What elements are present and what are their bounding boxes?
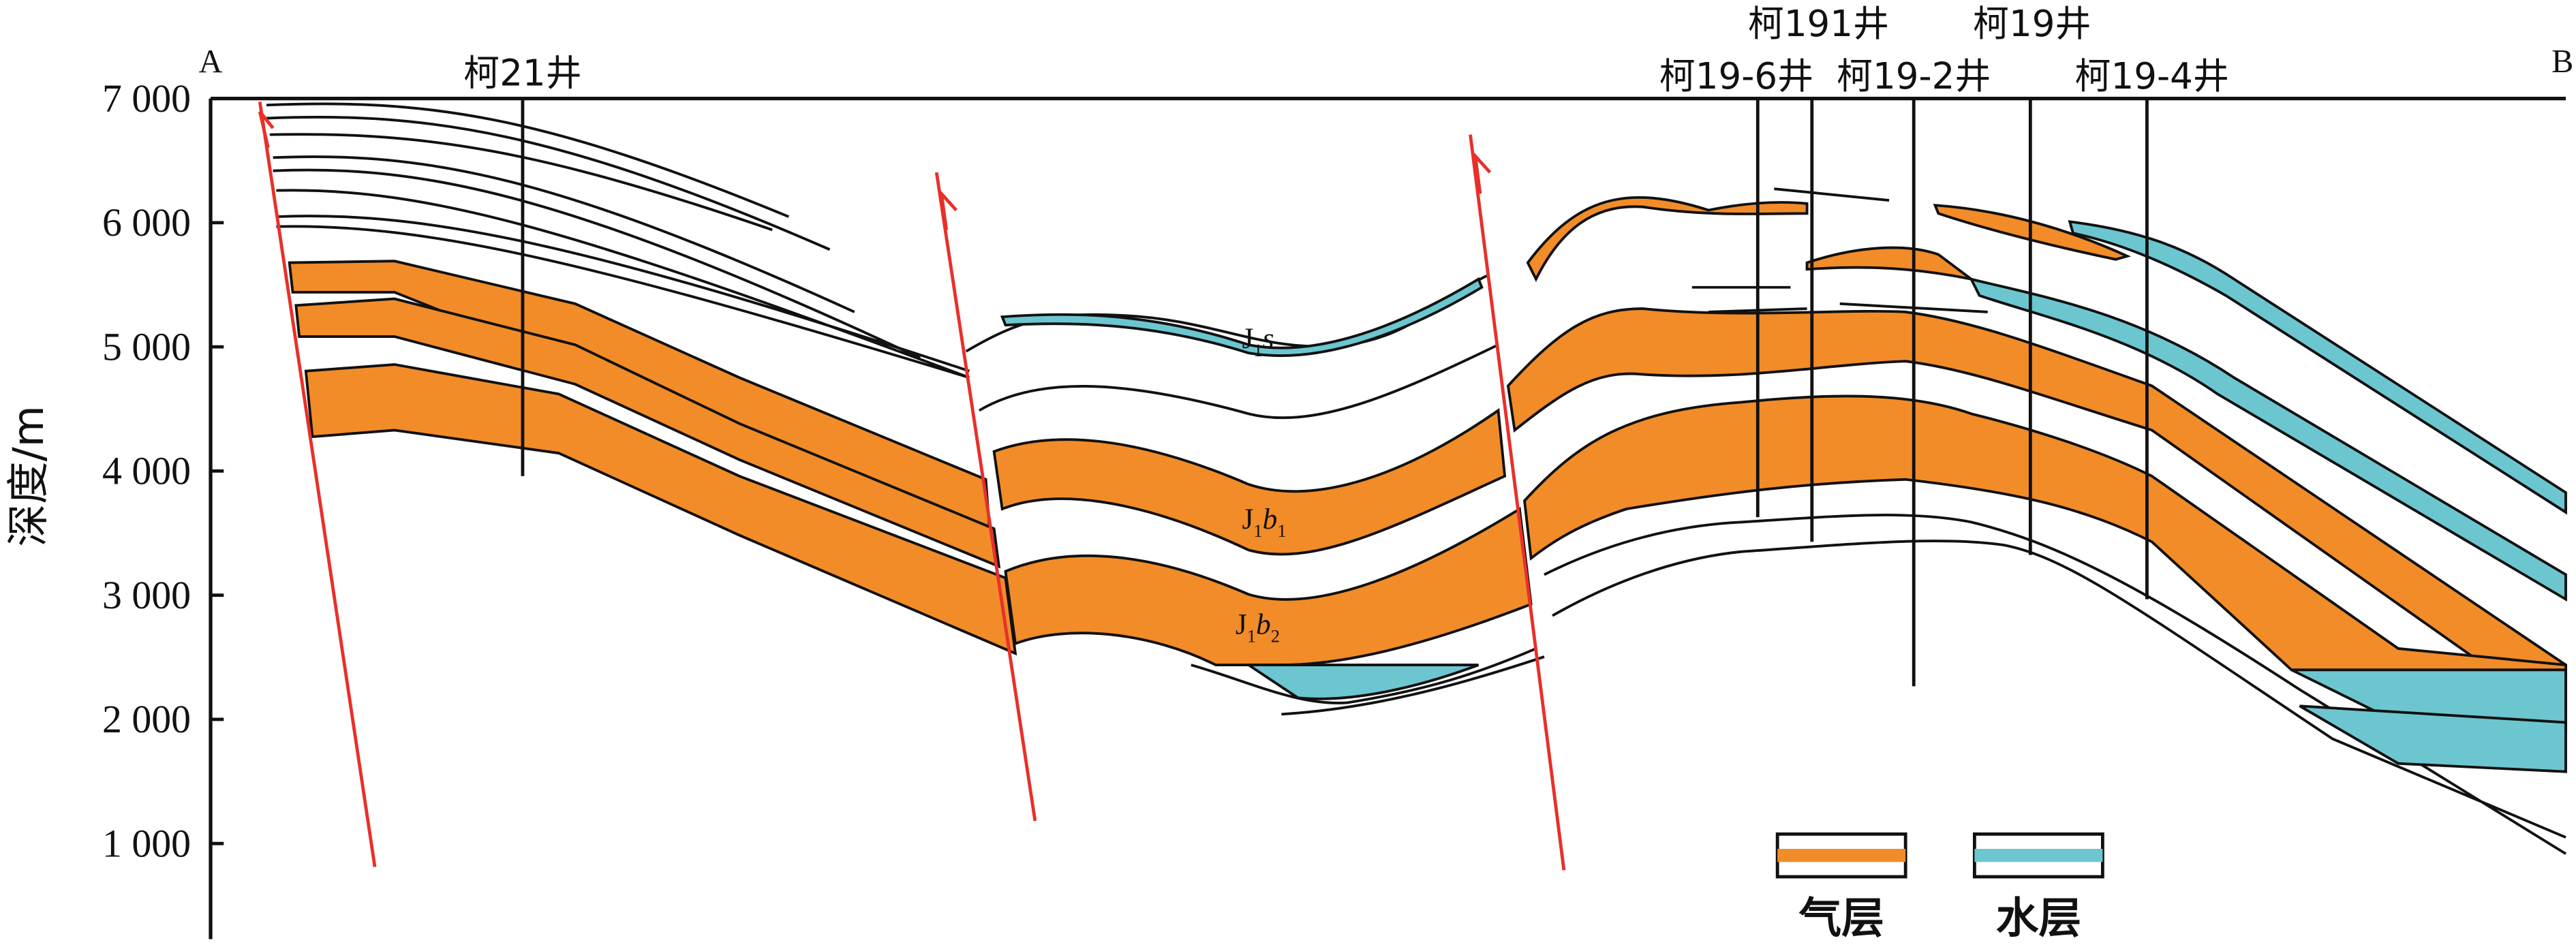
well-label: 柯19-2井 xyxy=(1837,55,1991,97)
strata xyxy=(266,102,2567,855)
y-tick-label: 6 000 xyxy=(102,200,191,245)
gas-layer xyxy=(992,408,1507,556)
fault-arrow xyxy=(939,188,957,230)
stratum-line xyxy=(1691,187,1988,313)
y-tick-label: 2 000 xyxy=(102,697,191,741)
gas-layer xyxy=(1805,246,1972,281)
stratum-line xyxy=(978,343,1499,420)
gas-layer xyxy=(304,363,1017,656)
wells: 柯21井 柯191井 柯19-6井 柯19-2井 柯19井 柯19-4井 xyxy=(463,3,2229,687)
water-layer xyxy=(1244,664,1479,700)
fault-arrow xyxy=(1473,151,1492,194)
legend-label: 气层 xyxy=(1799,893,1884,943)
stratum-label: J1s xyxy=(1242,322,1274,360)
stratum-label: J1b2 xyxy=(1236,608,1280,646)
fault xyxy=(1469,134,1566,871)
fault xyxy=(934,172,1037,822)
water-layer xyxy=(2068,220,2567,515)
y-tick-label: 7 000 xyxy=(102,76,191,121)
gas-layer xyxy=(1526,196,1809,283)
gas-layer xyxy=(294,297,1001,569)
well-label: 柯19-4井 xyxy=(2074,55,2228,97)
well-label: 柯191井 xyxy=(1748,3,1889,45)
well-label: 柯19井 xyxy=(1973,3,2091,45)
stratum-label: J1b1 xyxy=(1242,503,1287,541)
y-tick-label: 1 000 xyxy=(102,821,191,865)
water-layer xyxy=(2299,704,2567,773)
legend-label: 水层 xyxy=(1996,893,2081,943)
legend-swatch-fill xyxy=(1974,848,2103,862)
stratum-line xyxy=(1544,514,2567,855)
profile-start: A xyxy=(199,44,223,80)
faults xyxy=(258,102,1566,871)
y-tick-label: 5 000 xyxy=(102,324,191,369)
water-layer xyxy=(1000,277,1484,358)
depth-axis-label: 深度/m xyxy=(3,405,53,546)
fault-arrow xyxy=(258,110,275,149)
gas-layer xyxy=(1523,394,2567,672)
stratum-line xyxy=(1191,647,1545,716)
fault xyxy=(258,102,377,867)
well-label: 柯21井 xyxy=(463,52,582,94)
profile-end: B xyxy=(2551,44,2573,80)
well-label: 柯19-6井 xyxy=(1659,55,1813,97)
y-tick-label: 4 000 xyxy=(102,449,191,493)
y-tick-label: 3 000 xyxy=(102,573,191,617)
legend: 气层 水层 xyxy=(1775,832,2104,943)
stratum-line xyxy=(266,102,970,379)
legend-swatch-fill xyxy=(1777,848,1906,862)
